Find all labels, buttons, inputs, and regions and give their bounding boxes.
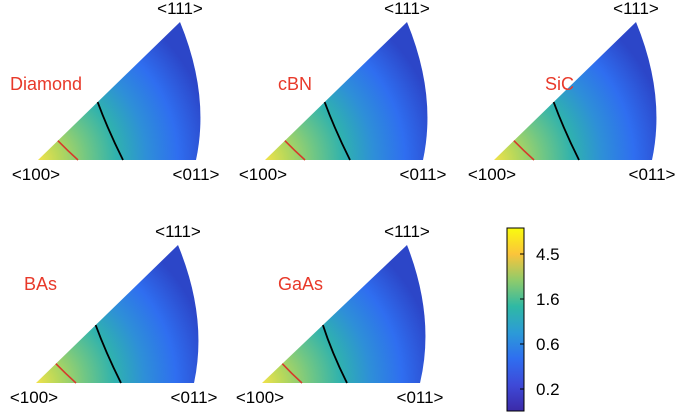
black-contour-line xyxy=(96,101,124,161)
material-label: Diamond xyxy=(10,74,82,94)
red-contour-line xyxy=(281,363,303,384)
panels-group: <111> <100> <011> Diamond <111> <100> <011> cBN… xyxy=(10,0,676,407)
ipf-wedge xyxy=(262,245,426,383)
colorbar: 4.5 1.6 0.6 0.2 xyxy=(506,227,560,412)
corner-label-111: <111> xyxy=(384,0,430,18)
material-label: GaAs xyxy=(278,274,323,294)
ipf-wedge xyxy=(38,22,201,160)
corner-label-111: <111> xyxy=(157,0,203,18)
black-contour-line xyxy=(323,101,351,161)
red-contour-line xyxy=(57,140,79,161)
corner-label-011: <011> xyxy=(171,388,218,407)
ipf-panel-cbn: <111> <100> <011> cBN xyxy=(239,0,447,184)
corner-label-111: <111> xyxy=(155,222,201,241)
corner-label-011: <011> xyxy=(397,388,444,407)
material-label: SiC xyxy=(545,74,574,94)
black-contour-line xyxy=(94,324,122,384)
ipf-wedge xyxy=(494,22,657,160)
black-contour-line xyxy=(552,101,580,161)
corner-label-011: <011> xyxy=(629,165,676,184)
corner-label-011: <011> xyxy=(173,165,220,184)
ipf-wedge xyxy=(265,22,428,160)
corner-label-100: <100> xyxy=(239,165,287,184)
colorbar-tick-label: 0.6 xyxy=(536,335,560,354)
ipf-wedge xyxy=(36,245,199,383)
corner-label-111: <111> xyxy=(384,222,430,241)
ipf-panel-diamond: <111> <100> <011> Diamond xyxy=(10,0,220,184)
material-label: BAs xyxy=(24,274,57,294)
material-label: cBN xyxy=(278,74,312,94)
corner-label-111: <111> xyxy=(613,0,659,18)
ipf-panel-sic: <111> <100> <011> SiC xyxy=(468,0,676,184)
colorbar-bar xyxy=(506,227,525,412)
corner-label-100: <100> xyxy=(10,388,58,407)
colorbar-tick-label: 4.5 xyxy=(536,245,560,264)
red-contour-line xyxy=(55,363,77,384)
colorbar-tick-label: 0.2 xyxy=(536,380,560,399)
ipf-panel-gaas: <111> <100> <011> GaAs xyxy=(236,222,444,407)
corner-label-100: <100> xyxy=(236,388,284,407)
red-contour-line xyxy=(513,140,535,161)
red-contour-line xyxy=(284,140,306,161)
ipf-panel-bas: <111> <100> <011> BAs xyxy=(10,222,218,407)
corner-label-100: <100> xyxy=(468,165,516,184)
colorbar-tick-label: 1.6 xyxy=(536,290,560,309)
corner-label-011: <011> xyxy=(400,165,447,184)
black-contour-line xyxy=(322,324,348,384)
corner-label-100: <100> xyxy=(12,165,60,184)
